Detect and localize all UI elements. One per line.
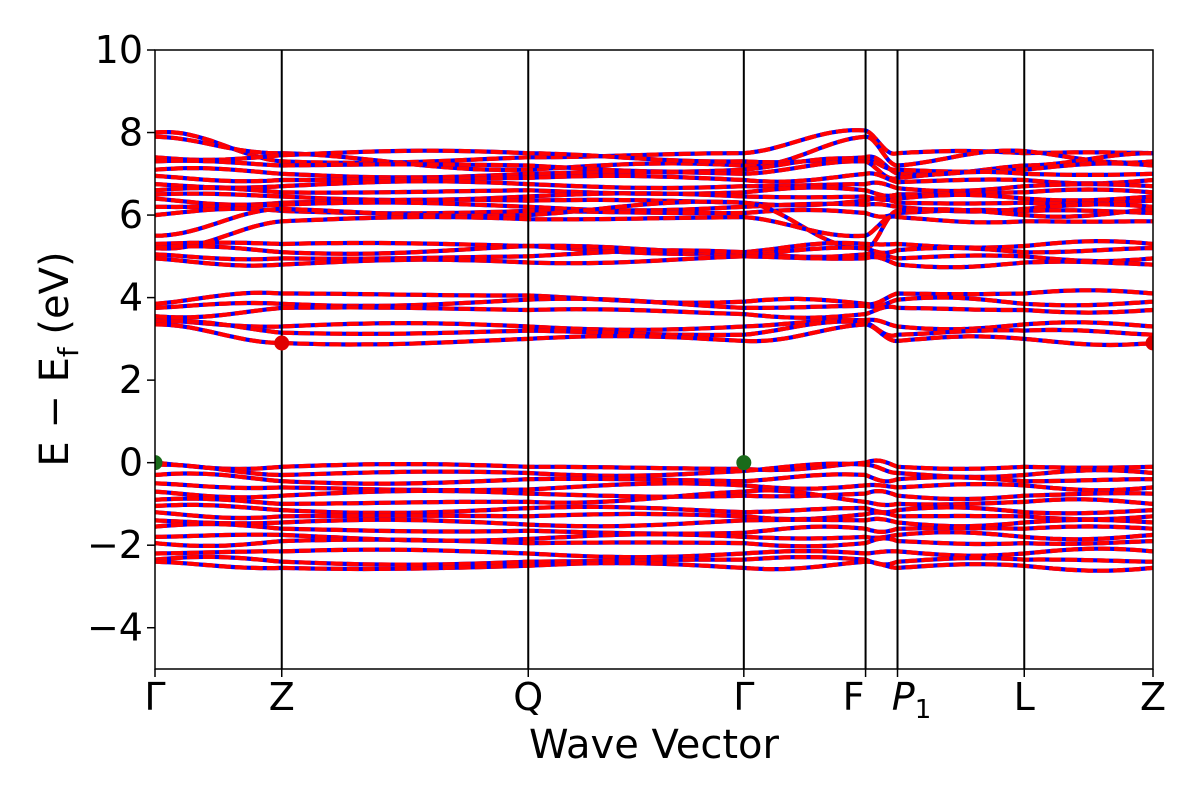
y-axis-label-main: E − E <box>32 357 78 467</box>
y-tick-label: 10 <box>95 28 143 72</box>
x-tick-label: F <box>843 675 865 719</box>
x-axis-label: Wave Vector <box>529 722 780 768</box>
band-line-spin-up <box>155 288 1153 307</box>
band-line-spin-up <box>155 554 1153 567</box>
band-line-spin-up <box>155 214 1153 251</box>
band-line-spin-up <box>155 502 1153 516</box>
x-tick-label: L <box>1014 675 1035 719</box>
band-line-spin-up <box>155 304 1153 320</box>
band-line-spin-up <box>155 536 1153 549</box>
band-line-spin-up <box>155 471 1153 486</box>
band-line-spin-up <box>155 191 1153 203</box>
band-line-spin-up <box>155 179 1153 194</box>
band-line-spin-up <box>155 516 1153 529</box>
x-tick-label-main: P <box>892 675 915 719</box>
band-line-spin-up <box>155 488 1153 508</box>
band-line-spin-up <box>155 171 1153 186</box>
y-tick-label: 0 <box>119 441 143 485</box>
band-line-spin-up <box>155 530 1153 543</box>
band-line-spin-up <box>155 488 1153 502</box>
band-line-spin-up <box>155 546 1153 560</box>
bands-layer <box>155 128 1153 573</box>
y-tick-label: 2 <box>119 358 143 402</box>
vbm-marker <box>736 455 752 471</box>
band-line-spin-up <box>155 319 1153 338</box>
x-tick-label: Γ <box>733 675 754 719</box>
cbm-marker <box>1145 335 1153 351</box>
cbm-marker <box>274 335 290 351</box>
y-axis-label-unit: (eV) <box>32 251 78 334</box>
x-tick-label: Q <box>513 675 543 719</box>
x-tick-label: Γ <box>144 675 165 719</box>
band-edge-markers <box>155 335 1153 471</box>
band-line-spin-up <box>155 481 1153 493</box>
band-line-spin-up <box>155 317 1153 333</box>
band-line-spin-up <box>155 295 1153 310</box>
y-tick-label: −2 <box>87 523 143 567</box>
band-line-spin-up <box>155 254 1153 270</box>
x-tick-label-subscript: 1 <box>915 695 932 725</box>
band-line-spin-up <box>155 559 1153 573</box>
x-axis-ticks: Γ Z Q Γ F P1 L Z <box>144 669 1166 725</box>
y-tick-label: 6 <box>119 193 143 237</box>
band-line-spin-up <box>155 322 1153 348</box>
y-axis-ticks: −4 −2 0 2 4 6 8 10 <box>87 28 155 650</box>
band-line-spin-up <box>155 159 1153 181</box>
band-line-spin-up <box>155 521 1153 536</box>
y-axis-label-spacer <box>32 335 78 348</box>
y-tick-label: 8 <box>119 111 143 155</box>
x-tick-label: Z <box>269 675 295 719</box>
y-axis-label-subscript: f <box>52 346 85 357</box>
y-axis-label: E − Ef (eV) <box>32 251 85 466</box>
vbm-marker <box>155 455 163 471</box>
band-line-spin-up <box>155 239 1153 257</box>
y-tick-label: 4 <box>119 276 143 320</box>
band-line-spin-up <box>155 458 1153 473</box>
band-line-spin-up <box>155 461 1153 480</box>
x-tick-label: Z <box>1140 675 1166 719</box>
plot-frame <box>154 49 1154 670</box>
y-tick-label: −4 <box>87 606 143 650</box>
kpath-lines <box>280 50 1026 669</box>
x-tick-label: P1 <box>892 675 931 725</box>
band-line-spin-up <box>155 243 1153 257</box>
band-line-spin-up <box>155 185 1153 198</box>
